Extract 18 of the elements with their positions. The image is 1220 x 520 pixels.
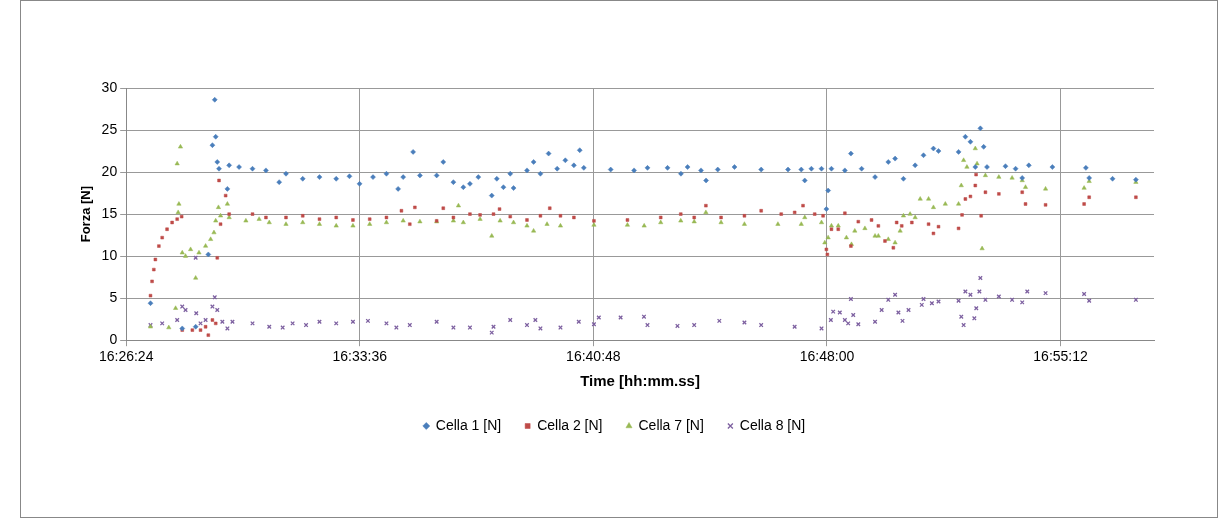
x-tick-label: 16:48:00	[799, 348, 855, 365]
legend-label: Cella 7 [N]	[638, 416, 704, 433]
y-tick-label: 10	[101, 246, 118, 263]
y-tick-label: 30	[101, 78, 118, 95]
y-tick-label: 15	[101, 204, 118, 221]
y-axis-title: Forza [N]	[78, 185, 94, 243]
y-tick-label: 0	[109, 331, 118, 348]
x-tick-label: 16:33:36	[332, 348, 388, 365]
y-tick-label: 25	[101, 120, 118, 137]
x-tick-label: 16:40:48	[566, 348, 621, 365]
x-axis-title: Time [hh:mm.ss]	[580, 372, 700, 390]
y-tick-label: 20	[101, 162, 118, 179]
legend-label: Cella 8 [N]	[739, 416, 806, 433]
legend-label: Cella 2 [N]	[537, 416, 603, 433]
x-tick-label: 16:26:24	[98, 348, 154, 365]
legend-label: Cella 1 [N]	[435, 416, 502, 433]
y-tick-label: 5	[109, 289, 118, 306]
x-tick-label: 16:55:12	[1033, 348, 1089, 365]
